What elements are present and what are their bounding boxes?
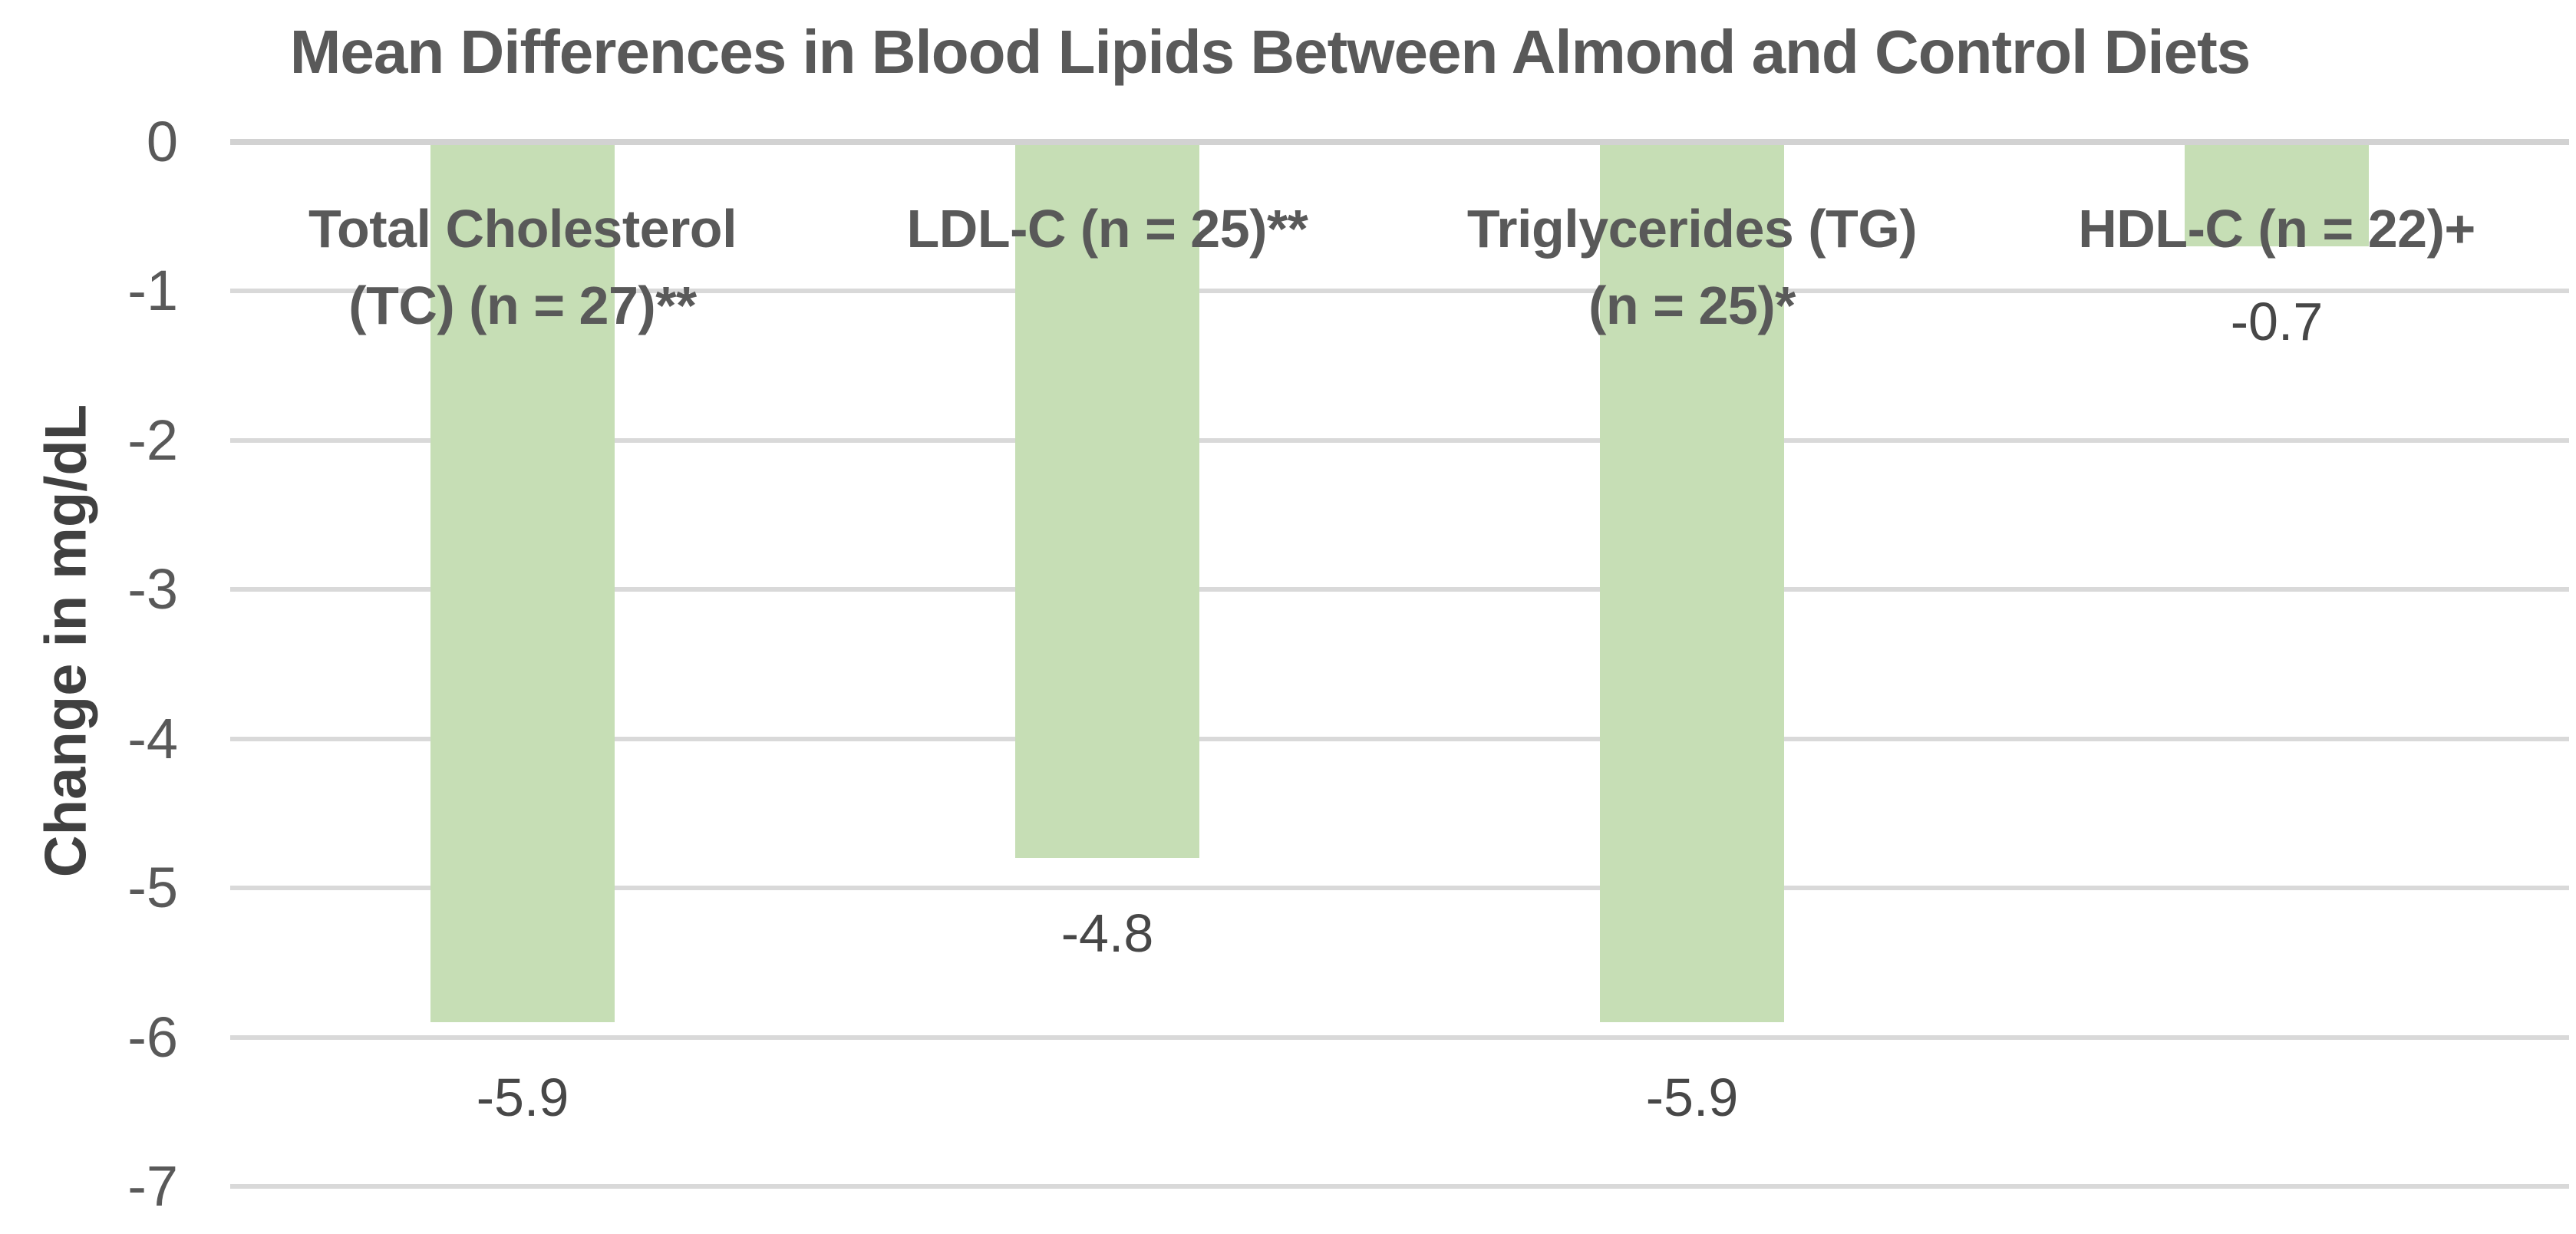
data-label: -5.9 xyxy=(1645,1067,1739,1128)
bar xyxy=(1600,145,1784,1023)
y-tick-label: -2 xyxy=(127,407,178,472)
y-tick-label: -4 xyxy=(127,706,178,770)
category-label: LDL-C (n = 25)** xyxy=(808,190,1407,267)
category-label: Total Cholesterol (TC) (n = 27)** xyxy=(223,190,822,344)
gridline xyxy=(230,1184,2569,1189)
bar xyxy=(430,145,615,1023)
data-label: -4.8 xyxy=(1060,903,1154,964)
data-label: -5.9 xyxy=(476,1067,569,1128)
category-label-line: Triglycerides (TG) xyxy=(1466,199,1918,259)
bar xyxy=(1015,145,1199,859)
category-label-line: LDL-C (n = 25)** xyxy=(906,199,1308,259)
chart-title: Mean Differences in Blood Lipids Between… xyxy=(289,18,2251,86)
category-label: HDL-C (n = 22)+ xyxy=(1977,190,2576,267)
data-label: -0.7 xyxy=(2230,292,2324,352)
gridline xyxy=(230,437,2569,443)
gridline xyxy=(230,289,2569,294)
y-tick-label: -1 xyxy=(127,259,178,323)
category-label: Triglycerides (TG) (n = 25)* xyxy=(1393,190,1991,344)
category-label-line: Total Cholesterol xyxy=(308,199,737,259)
gridline xyxy=(230,587,2569,592)
category-label-line: (n = 25)* xyxy=(1588,276,1796,335)
y-tick-label: -5 xyxy=(127,856,178,920)
y-tick-label: -6 xyxy=(127,1005,178,1069)
category-label-line: (TC) (n = 27)** xyxy=(348,276,697,335)
gridline xyxy=(230,1034,2569,1040)
category-label-line: HDL-C (n = 22)+ xyxy=(2078,199,2475,259)
y-tick-label: -3 xyxy=(127,557,178,622)
bar xyxy=(2185,145,2369,247)
y-tick-label: 0 xyxy=(146,110,178,173)
y-tick-label: -7 xyxy=(127,1154,178,1218)
gridline xyxy=(230,736,2569,741)
zero-axis-line xyxy=(230,139,2569,145)
gridline xyxy=(230,886,2569,891)
